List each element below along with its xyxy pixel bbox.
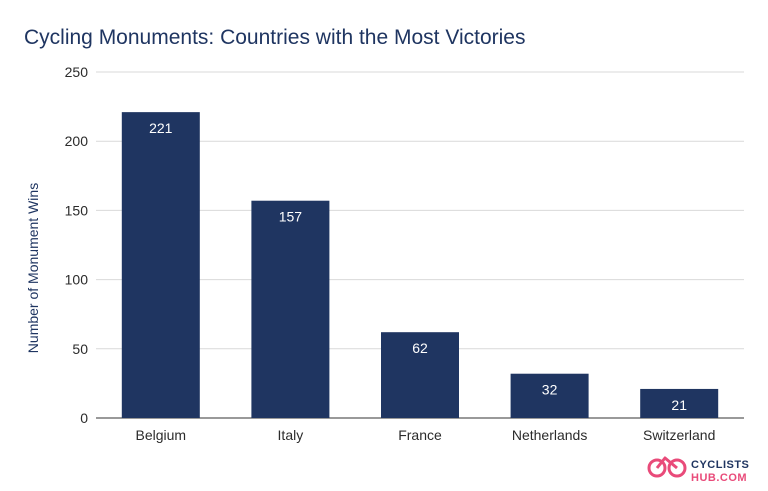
bar-value-label: 32 <box>542 382 558 398</box>
x-category-label: Belgium <box>136 427 187 443</box>
bar <box>510 373 589 418</box>
x-category-label: Switzerland <box>643 427 715 443</box>
y-tick-label: 150 <box>65 202 89 218</box>
logo-text-bottom: HUB.COM <box>691 472 747 484</box>
bar <box>121 112 200 419</box>
bar-value-label: 62 <box>412 340 428 356</box>
gridlines <box>96 71 744 419</box>
chart-title: Cycling Monuments: Countries with the Mo… <box>24 26 525 49</box>
bar <box>640 388 719 418</box>
y-axis-ticks: 0 50 100 150 200 250 <box>65 64 89 426</box>
bar <box>251 200 330 418</box>
y-tick-label: 50 <box>72 341 88 357</box>
bicycle-icon <box>647 456 687 478</box>
bar <box>381 332 459 418</box>
data-labels: 221 157 62 32 21 <box>149 120 687 413</box>
x-category-label: France <box>398 427 442 443</box>
logo: CYCLISTS HUB.COM <box>647 456 749 484</box>
logo-text-top: CYCLISTS <box>691 459 749 471</box>
x-category-label: Netherlands <box>512 427 588 443</box>
bar-value-label: 221 <box>149 120 173 136</box>
bars <box>121 112 719 419</box>
bar-value-label: 21 <box>671 397 687 413</box>
bar-value-label: 157 <box>279 209 303 225</box>
x-category-label: Italy <box>278 427 304 443</box>
y-tick-label: 0 <box>80 410 88 426</box>
y-tick-label: 200 <box>65 133 89 149</box>
y-axis-title: Number of Monument Wins <box>25 183 41 353</box>
y-tick-label: 100 <box>65 272 89 288</box>
y-tick-label: 250 <box>65 64 89 80</box>
x-axis-categories: Belgium Italy France Netherlands Switzerland <box>136 427 716 443</box>
